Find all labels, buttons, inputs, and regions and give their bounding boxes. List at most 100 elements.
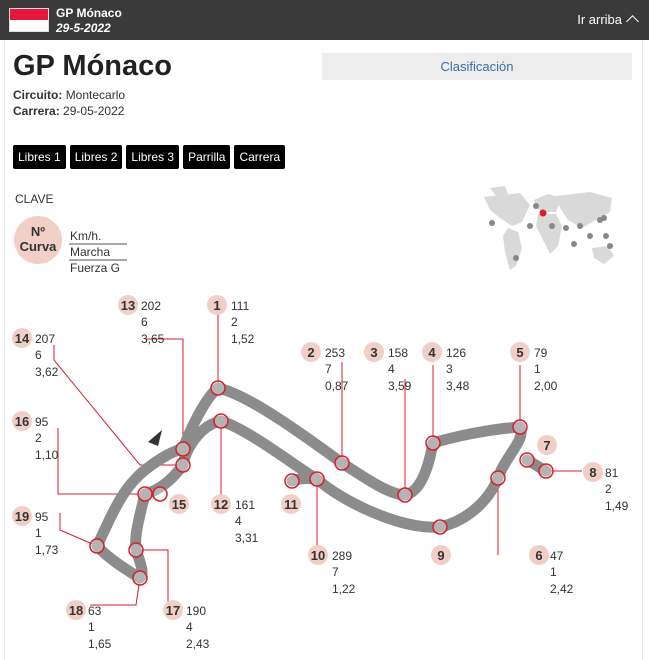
svg-text:1,73: 1,73	[35, 543, 59, 557]
page-title: GP Mónaco	[13, 50, 172, 82]
svg-text:6: 6	[35, 348, 42, 362]
legend-title: CLAVE	[15, 192, 53, 206]
svg-text:202: 202	[141, 299, 161, 313]
track-path	[91, 382, 552, 584]
svg-text:6: 6	[141, 315, 148, 329]
svg-text:1,10: 1,10	[35, 448, 59, 462]
svg-text:9: 9	[437, 548, 444, 563]
svg-text:4: 4	[428, 345, 436, 360]
direction-arrow-icon	[148, 430, 162, 446]
corner-1-label: 1 111 2 1,52	[207, 295, 255, 346]
legend-badge-line2: Curva	[20, 239, 58, 254]
svg-text:289: 289	[332, 549, 352, 563]
monaco-location-marker	[539, 209, 547, 217]
corner-14-label: 14 207 6 3,62	[12, 328, 59, 379]
corner-6-label: 6 47 1 2,42	[529, 545, 574, 596]
svg-text:5: 5	[516, 345, 523, 360]
svg-text:4: 4	[388, 362, 395, 376]
svg-text:47: 47	[550, 549, 564, 563]
svg-text:12: 12	[214, 497, 228, 512]
legend-speed: Km/h.	[70, 229, 101, 243]
legend-badge-line1: Nº	[31, 224, 45, 239]
corner-2-label: 2 253 7 0,87	[301, 342, 349, 393]
svg-text:3,62: 3,62	[35, 365, 59, 379]
svg-text:111: 111	[231, 299, 250, 313]
svg-text:1,52: 1,52	[231, 332, 255, 346]
circuit-info: Circuito: Montecarlo	[13, 88, 125, 102]
race-value: 29-05-2022	[63, 104, 125, 118]
corner-11-label: 11	[281, 494, 301, 514]
svg-text:14: 14	[15, 331, 30, 346]
legend-gforce: Fuerza G	[70, 261, 120, 275]
svg-text:17: 17	[166, 603, 180, 618]
svg-text:81: 81	[605, 466, 619, 480]
svg-text:3: 3	[370, 345, 377, 360]
svg-text:11: 11	[284, 497, 298, 512]
corner-3-label: 3 158 4 3,59	[364, 342, 412, 393]
svg-text:4: 4	[235, 514, 242, 528]
svg-text:95: 95	[35, 510, 49, 524]
tab-libres-1[interactable]: Libres 1	[13, 145, 66, 169]
svg-text:7: 7	[332, 565, 339, 579]
session-tabs: Libres 1 Libres 2 Libres 3 Parrilla Carr…	[13, 145, 286, 169]
svg-text:15: 15	[172, 497, 186, 512]
corner-labels: 1 111 2 1,52 2 253 7 0,87 3 158 4 3,59 4…	[12, 295, 629, 651]
svg-text:1,49: 1,49	[605, 499, 629, 513]
classification-button[interactable]: Clasificación	[322, 53, 632, 80]
svg-text:13: 13	[121, 298, 135, 313]
corner-18-label: 18 63 1 1,65	[66, 600, 112, 651]
svg-text:2: 2	[605, 482, 612, 496]
svg-text:1: 1	[88, 620, 95, 634]
corner-7-label: 7	[537, 435, 557, 455]
svg-text:3: 3	[446, 362, 453, 376]
tab-libres-3[interactable]: Libres 3	[126, 145, 180, 169]
circuit-label: Circuito:	[13, 88, 63, 102]
corner-19-label: 19 95 1 1,73	[12, 506, 59, 557]
corner-13-label: 13 202 6 3,65	[118, 295, 165, 346]
corner-5-label: 5 79 1 2,00	[510, 342, 558, 393]
svg-text:1,65: 1,65	[88, 637, 112, 651]
svg-text:3,48: 3,48	[446, 379, 470, 393]
tab-libres-2[interactable]: Libres 2	[69, 145, 123, 169]
corner-12-label: 12 161 4 3,31	[211, 494, 259, 545]
svg-text:7: 7	[325, 362, 332, 376]
svg-text:3,59: 3,59	[388, 379, 412, 393]
svg-text:6: 6	[535, 548, 542, 563]
svg-text:10: 10	[311, 548, 325, 563]
tab-carrera[interactable]: Carrera	[234, 145, 286, 169]
svg-text:95: 95	[35, 415, 49, 429]
svg-text:8: 8	[589, 465, 596, 480]
svg-text:7: 7	[543, 438, 550, 453]
top-bar: GP Mónaco 29-5-2022 Ir arriba	[0, 0, 649, 40]
corner-17-label: 17 190 4 2,43	[163, 600, 210, 651]
svg-text:63: 63	[88, 604, 102, 618]
svg-text:3,31: 3,31	[235, 531, 259, 545]
legend-badge	[14, 216, 62, 264]
svg-text:2: 2	[307, 345, 314, 360]
corner-15-label: 15	[169, 494, 189, 514]
topbar-date: 29-5-2022	[56, 21, 111, 35]
topbar-gp-name: GP Mónaco	[56, 6, 122, 20]
content-panel	[4, 40, 643, 660]
svg-text:1: 1	[35, 526, 42, 540]
svg-text:190: 190	[186, 604, 206, 618]
svg-text:253: 253	[325, 346, 345, 360]
svg-text:1: 1	[534, 362, 541, 376]
svg-text:207: 207	[35, 332, 55, 346]
svg-text:1: 1	[213, 298, 220, 313]
svg-text:1,22: 1,22	[332, 582, 356, 596]
svg-text:1: 1	[550, 565, 557, 579]
svg-text:158: 158	[388, 346, 408, 360]
race-info: Carrera: 29-05-2022	[13, 104, 124, 118]
svg-text:2,00: 2,00	[534, 379, 558, 393]
go-top-button[interactable]: Ir arriba	[577, 12, 639, 28]
world-map-icon	[484, 186, 614, 270]
race-label: Carrera:	[13, 104, 60, 118]
corner-16-label: 16 95 2 1,10	[12, 411, 59, 462]
svg-text:161: 161	[235, 498, 255, 512]
svg-text:2,43: 2,43	[186, 637, 210, 651]
tab-parrilla[interactable]: Parrilla	[183, 145, 231, 169]
world-map-markers	[489, 203, 613, 261]
svg-text:0,87: 0,87	[325, 379, 349, 393]
